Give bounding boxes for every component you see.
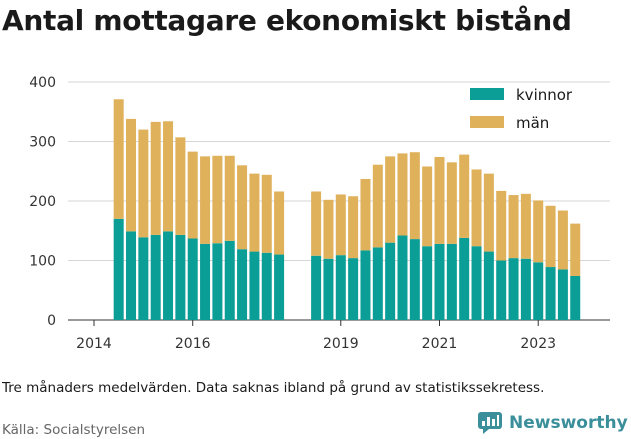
bar-man	[360, 178, 371, 251]
bar-man	[385, 156, 396, 243]
bar-man	[496, 190, 507, 261]
bar-man	[520, 193, 531, 259]
y-tick-label: 200	[29, 194, 56, 210]
bar-kvinnor	[471, 246, 482, 320]
bar-kvinnor	[113, 218, 124, 320]
bar-man	[311, 191, 322, 256]
bar-man	[434, 156, 445, 244]
chart-note: Tre månaders medelvärden. Data saknas ib…	[2, 380, 545, 396]
newsworthy-logo-icon	[478, 412, 502, 434]
bar-man	[224, 155, 235, 241]
bar-kvinnor	[212, 243, 223, 320]
bar-kvinnor	[249, 251, 260, 320]
legend-swatch	[470, 116, 504, 128]
bar-kvinnor	[150, 234, 161, 320]
bar-kvinnor	[261, 252, 272, 320]
bar-kvinnor	[311, 255, 322, 320]
bar-kvinnor	[187, 238, 198, 320]
bar-man	[422, 166, 433, 247]
bar-man	[348, 196, 359, 259]
bar-kvinnor	[508, 258, 519, 320]
y-axis-ticks: 0 100 200 300 400	[29, 75, 56, 329]
bar-man	[150, 121, 161, 235]
x-tick-label: 2023	[520, 336, 556, 352]
y-tick-label: 400	[29, 75, 56, 91]
brand-name: Newsworthy	[509, 413, 628, 433]
bar-man	[212, 155, 223, 244]
bar-kvinnor	[126, 231, 137, 320]
bar-man	[471, 169, 482, 247]
bar-kvinnor	[348, 258, 359, 320]
source-text: Källa: Socialstyrelsen	[2, 422, 146, 438]
bar-man	[261, 174, 272, 253]
bar-man	[113, 99, 124, 219]
bar-man	[237, 165, 248, 250]
x-tick-label: 2021	[422, 336, 458, 352]
bar-kvinnor	[409, 239, 420, 320]
bar-kvinnor	[274, 254, 285, 320]
bar-man	[200, 156, 211, 244]
bar-kvinnor	[138, 237, 149, 320]
bar-man	[372, 164, 383, 248]
legend-swatch	[470, 88, 504, 100]
brand-logo: Newsworthy	[477, 411, 628, 435]
bar-kvinnor	[360, 250, 371, 320]
bar-man	[446, 162, 457, 244]
bar-man	[409, 152, 420, 240]
bar-kvinnor	[323, 258, 334, 320]
bar-man	[459, 154, 470, 238]
legend-label: kvinnor	[516, 86, 573, 104]
bar-man	[249, 173, 260, 252]
bar-kvinnor	[545, 267, 556, 320]
bar-man	[397, 153, 408, 236]
bar-kvinnor	[422, 246, 433, 320]
bar-man	[483, 173, 494, 252]
bar-kvinnor	[520, 258, 531, 320]
bar-kvinnor	[459, 237, 470, 320]
bar-kvinnor	[434, 243, 445, 320]
bar-kvinnor	[163, 231, 174, 320]
bar-kvinnor	[533, 262, 544, 320]
bar-man	[533, 200, 544, 263]
bar-man	[335, 194, 346, 256]
y-tick-label: 300	[29, 135, 56, 151]
bar-kvinnor	[372, 247, 383, 320]
bar-kvinnor	[237, 249, 248, 320]
bars	[113, 99, 581, 320]
bar-man	[138, 129, 149, 238]
stacked-bar-chart: 0 100 200 300 400 2014 2016 2019 2021 2023 kvinn…	[29, 75, 610, 352]
bar-kvinnor	[200, 243, 211, 320]
bar-man	[323, 199, 334, 259]
x-axis: 2014 2016 2019 2021 2023	[76, 320, 556, 352]
bar-kvinnor	[397, 235, 408, 320]
bar-kvinnor	[496, 260, 507, 320]
bar-man	[570, 223, 581, 276]
bar-man	[508, 195, 519, 259]
bar-kvinnor	[446, 243, 457, 320]
x-tick-label: 2014	[76, 336, 112, 352]
bar-kvinnor	[175, 234, 186, 320]
legend-label: män	[516, 114, 549, 132]
bar-man	[187, 151, 198, 239]
bar-kvinnor	[557, 269, 568, 320]
bar-man	[274, 191, 285, 255]
y-tick-label: 100	[29, 254, 56, 270]
bar-man	[545, 205, 556, 268]
legend: kvinnor män	[470, 86, 573, 132]
bar-kvinnor	[385, 242, 396, 320]
bar-kvinnor	[570, 275, 581, 320]
bar-man	[126, 118, 137, 232]
chart-title: Antal mottagare ekonomiskt bistånd	[2, 4, 572, 37]
bar-man	[175, 137, 186, 235]
bar-kvinnor	[483, 251, 494, 320]
bar-kvinnor	[224, 240, 235, 320]
bar-man	[557, 210, 568, 270]
x-tick-label: 2019	[323, 336, 359, 352]
bar-kvinnor	[335, 255, 346, 320]
x-tick-label: 2016	[175, 336, 211, 352]
y-tick-label: 0	[47, 313, 56, 329]
bar-man	[163, 121, 174, 232]
